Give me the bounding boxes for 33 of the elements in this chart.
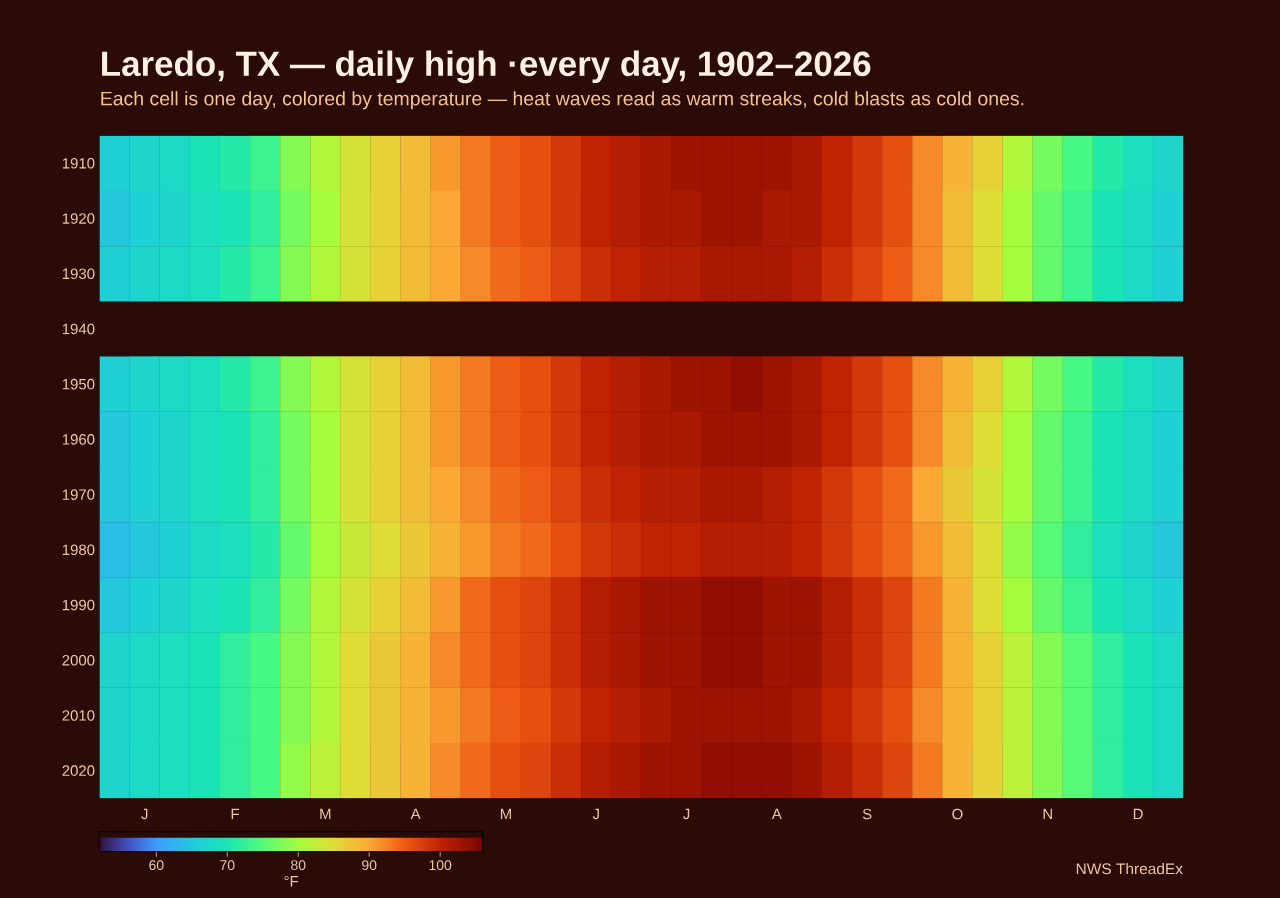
color-bar-title: °F [284,875,299,887]
y-tick-label: 1930 [62,268,95,280]
color-bar-label: 80 [291,860,306,871]
x-tick-label: N [1043,808,1052,820]
y-tick-label: 1910 [62,158,95,169]
y-tick-label: 2020 [62,765,95,776]
chart-subtitle: Each cell is one day, colored by temperature — heat waves read as warm streaks, cold blasts as cold ones. [101,91,1024,110]
color-bar-label: 100 [429,860,452,871]
color-bar-label: 60 [149,860,164,871]
x-tick-label: A [771,808,782,820]
chart-title: Laredo, TX — daily high ·every day, 1902–2026 [102,50,871,84]
x-tick-label: J [683,808,690,820]
x-tick-label: M [320,808,331,820]
x-tick-label: M [500,808,511,820]
y-tick-label: 1950 [62,378,95,390]
color-bar-label: 70 [220,860,235,871]
y-tick-label: 1940 [62,323,95,335]
x-tick-label: O [952,808,963,820]
y-tick-label: 1960 [62,434,95,445]
x-tick-label: A [410,808,421,820]
x-tick-label: J [141,808,148,820]
y-tick-label: 1980 [62,544,95,556]
x-tick-label: S [862,808,872,820]
color-bar-label: 90 [362,860,377,871]
y-tick-label: 2000 [62,654,95,666]
x-tick-label: D [1133,808,1143,820]
y-tick-label: 1990 [62,599,95,611]
text: NWS ThreadEx [1076,862,1183,875]
x-tick-label: F [231,808,239,820]
y-tick-label: 1920 [62,213,95,224]
y-tick-label: 1970 [62,489,95,500]
x-tick-label: J [592,808,599,820]
y-tick-label: 2010 [62,710,95,721]
